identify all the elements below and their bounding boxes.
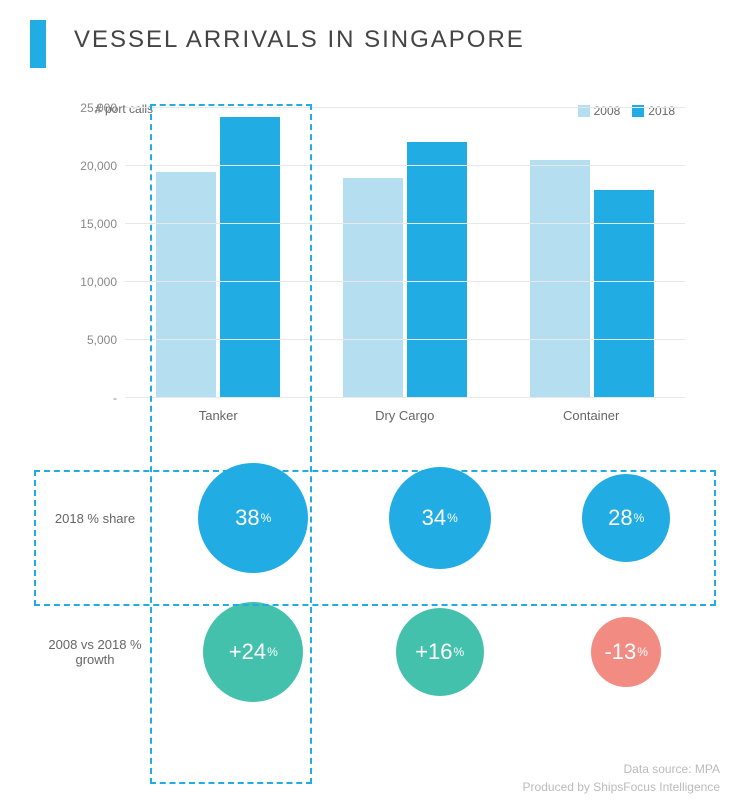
gridline <box>125 397 685 398</box>
plot-area: -5,00010,00015,00020,00025,000 <box>125 108 685 398</box>
bubble-cell: +24% <box>160 587 346 717</box>
x-axis-labels: Tanker Dry Cargo Container <box>125 408 685 423</box>
growth-bubbles: +24%+16%-13% <box>160 587 720 717</box>
percent-symbol: % <box>637 645 648 659</box>
bar-groups <box>125 108 685 398</box>
bubble-value: 28 <box>608 505 632 531</box>
bar <box>156 172 216 398</box>
share-bubble: 34% <box>389 467 491 569</box>
bubble-cell: +16% <box>346 587 532 717</box>
growth-row: 2008 vs 2018 % growth +24%+16%-13% <box>30 587 720 717</box>
x-label: Container <box>498 408 684 423</box>
y-tick-label: 10,000 <box>80 275 125 289</box>
percent-symbol: % <box>261 511 272 525</box>
share-bubbles: 38%34%28% <box>160 453 720 583</box>
y-tick-label: 20,000 <box>80 159 125 173</box>
gridline <box>125 281 685 282</box>
y-tick-label: 15,000 <box>80 217 125 231</box>
footer-source: Data source: MPA <box>523 760 720 778</box>
bubble-cell: 34% <box>346 453 532 583</box>
share-row: 2018 % share 38%34%28% <box>30 453 720 583</box>
x-label: Dry Cargo <box>311 408 497 423</box>
bar-chart: # port calls 2008 2018 -5,00010,00015,00… <box>55 108 695 423</box>
share-bubble: 38% <box>198 463 308 573</box>
bar-group <box>312 108 498 398</box>
gridline <box>125 165 685 166</box>
bubble-sections: 2018 % share 38%34%28% 2008 vs 2018 % gr… <box>30 453 720 717</box>
percent-symbol: % <box>447 511 458 525</box>
bubble-value: 34 <box>422 505 446 531</box>
header: VESSEL ARRIVALS IN SINGAPORE <box>30 20 720 68</box>
bar <box>343 178 403 398</box>
bar <box>220 117 280 398</box>
footer-producer: Produced by ShipsFocus Intelligence <box>523 778 720 796</box>
accent-bar <box>30 20 46 68</box>
bar-group <box>125 108 311 398</box>
percent-symbol: % <box>267 645 278 659</box>
gridline <box>125 339 685 340</box>
row-label: 2008 vs 2018 % growth <box>30 637 170 667</box>
bar <box>407 142 467 398</box>
bubble-value: -13 <box>604 639 636 665</box>
percent-symbol: % <box>634 511 645 525</box>
growth-bubble: +24% <box>203 602 303 702</box>
bar <box>594 190 654 398</box>
bubble-cell: -13% <box>533 587 719 717</box>
y-tick-label: - <box>113 391 125 405</box>
growth-bubble: +16% <box>396 608 484 696</box>
bubble-cell: 38% <box>160 453 346 583</box>
page-title: VESSEL ARRIVALS IN SINGAPORE <box>74 26 525 54</box>
gridline <box>125 107 685 108</box>
y-tick-label: 5,000 <box>87 333 125 347</box>
share-bubble: 28% <box>582 474 670 562</box>
y-tick-label: 25,000 <box>80 101 125 115</box>
bubble-value: +24 <box>229 639 266 665</box>
percent-symbol: % <box>454 645 465 659</box>
bubble-value: +16 <box>415 639 452 665</box>
bubble-value: 38 <box>235 505 259 531</box>
bar-group <box>498 108 684 398</box>
bar <box>530 160 590 398</box>
growth-bubble: -13% <box>591 617 661 687</box>
row-label: 2018 % share <box>30 511 170 526</box>
footer: Data source: MPA Produced by ShipsFocus … <box>523 760 720 796</box>
bubble-cell: 28% <box>533 453 719 583</box>
gridline <box>125 223 685 224</box>
x-label: Tanker <box>125 408 311 423</box>
